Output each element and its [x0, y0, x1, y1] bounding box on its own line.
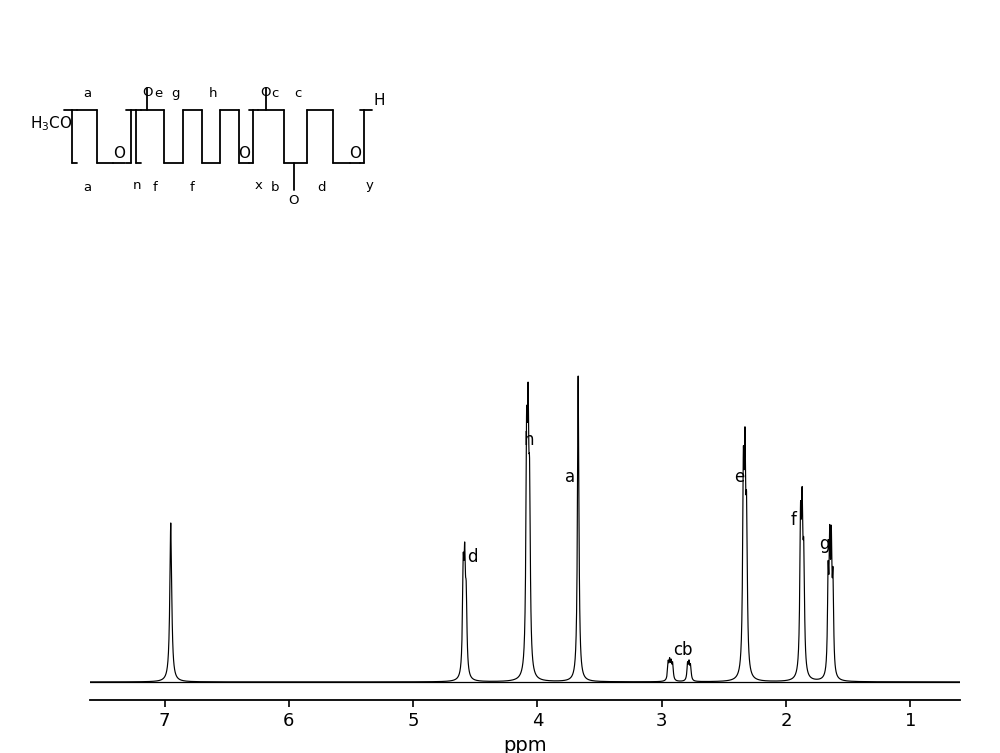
Text: H: H: [374, 93, 385, 108]
Text: f: f: [791, 511, 796, 529]
Text: O: O: [113, 146, 125, 161]
Text: a: a: [83, 181, 91, 194]
Text: g: g: [171, 87, 180, 100]
Text: x: x: [255, 179, 263, 192]
Text: c: c: [294, 87, 301, 100]
Text: b: b: [271, 181, 279, 194]
Text: O: O: [142, 86, 152, 99]
X-axis label: ppm: ppm: [503, 736, 547, 753]
Text: c: c: [271, 87, 279, 100]
Text: d: d: [468, 547, 478, 566]
Text: d: d: [318, 181, 326, 194]
Text: H$_3$CO: H$_3$CO: [30, 114, 73, 133]
Text: h: h: [209, 87, 217, 100]
Text: h: h: [523, 431, 534, 450]
Text: e: e: [154, 87, 163, 100]
Text: f: f: [152, 181, 157, 194]
Text: a: a: [565, 468, 575, 486]
Text: n: n: [133, 179, 141, 192]
Text: g: g: [819, 535, 830, 553]
Text: O: O: [238, 146, 250, 161]
Text: O: O: [289, 194, 299, 207]
Text: y: y: [366, 179, 374, 192]
Text: e: e: [734, 468, 744, 486]
Text: c: c: [673, 641, 682, 659]
Text: a: a: [83, 87, 91, 100]
Text: b: b: [681, 641, 692, 659]
Text: O: O: [260, 86, 271, 99]
Text: O: O: [349, 146, 361, 161]
Text: f: f: [190, 181, 195, 194]
